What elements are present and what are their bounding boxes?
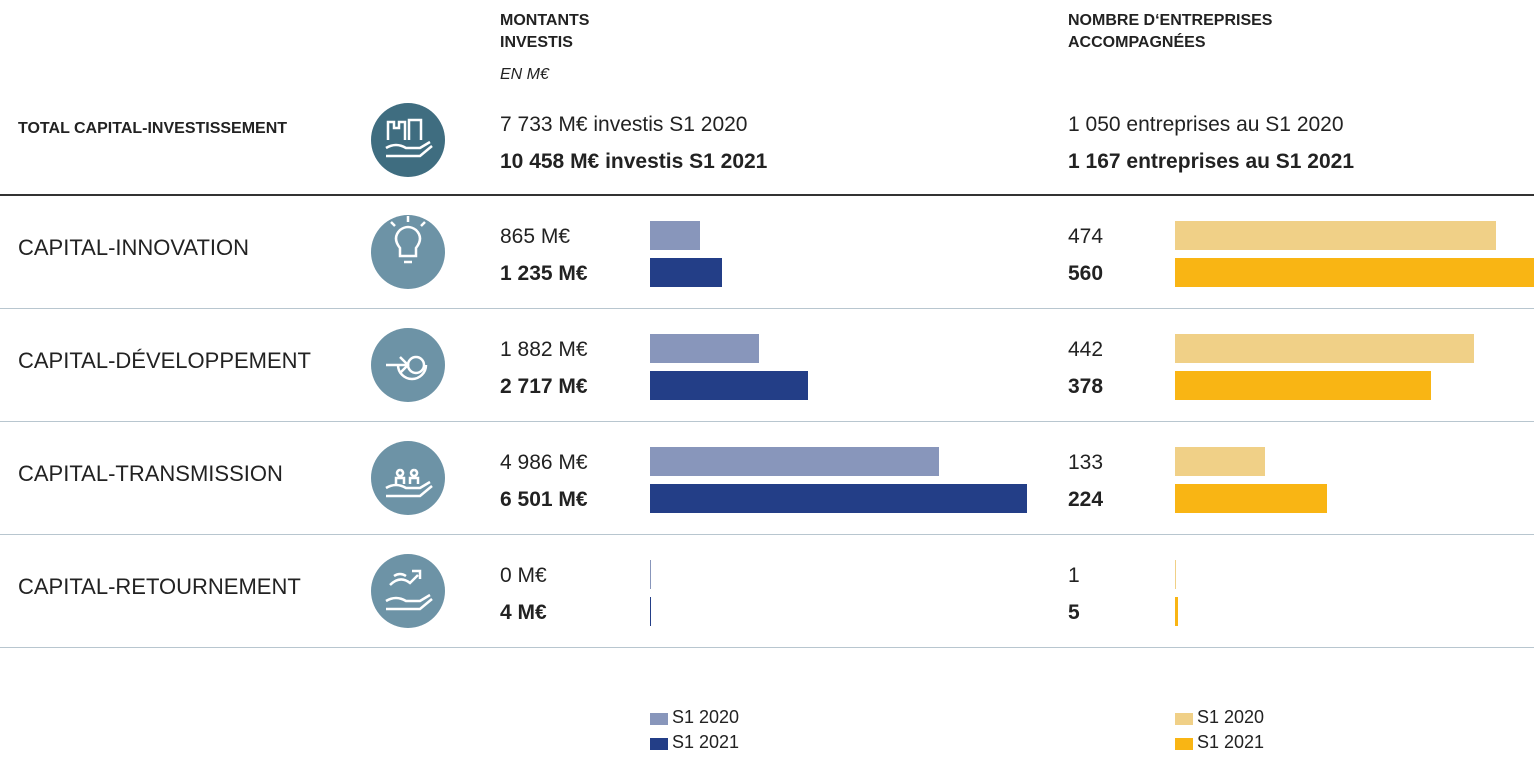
category-icon [371, 441, 445, 515]
bar [1175, 560, 1176, 589]
value-label: 442 [1068, 338, 1104, 361]
bar [1175, 221, 1497, 250]
bar [1175, 334, 1475, 363]
value-label: 1 [1068, 564, 1080, 587]
value-label: 378 [1068, 375, 1104, 398]
category-label: CAPITAL-DÉVELOPPEMENT [18, 348, 311, 373]
header-rule [0, 194, 1534, 196]
chart-title: NOMBRE D‘ENTREPRISES ACCOMPAGNÉES [1068, 12, 1273, 51]
total-label: 10 458 M€ investis S1 2021 [500, 150, 768, 173]
legend-swatch [1175, 713, 1193, 725]
bar [1175, 484, 1327, 513]
category-label: CAPITAL-RETOURNEMENT [18, 574, 301, 599]
bar [1175, 447, 1266, 476]
bar [650, 258, 722, 287]
bar [650, 334, 760, 363]
value-label: 6 501 M€ [500, 488, 588, 511]
bar [650, 371, 808, 400]
bar [650, 484, 1028, 513]
main-title: TOTAL CAPITAL-INVESTISSEMENT [18, 120, 288, 137]
total-label: 1 167 entreprises au S1 2021 [1068, 150, 1355, 173]
value-label: 560 [1068, 262, 1104, 285]
value-label: 4 M€ [500, 601, 547, 624]
value-label: 4 986 M€ [500, 451, 588, 474]
chart-subtitle: EN M€ [500, 66, 549, 83]
bar [1175, 258, 1534, 287]
row-rule [0, 308, 1534, 309]
row-rule [0, 421, 1534, 422]
bar [650, 447, 940, 476]
bar [650, 560, 651, 589]
total-label: 7 733 M€ investis S1 2020 [500, 113, 748, 136]
value-label: 1 882 M€ [500, 338, 588, 361]
legend-swatch [650, 713, 668, 725]
chart-title: MONTANTS INVESTIS [500, 12, 590, 51]
bar [1175, 371, 1432, 400]
value-label: 1 235 M€ [500, 262, 588, 285]
bar [650, 597, 651, 626]
category-icon [371, 328, 445, 402]
value-label: 133 [1068, 451, 1104, 474]
total-label: 1 050 entreprises au S1 2020 [1068, 113, 1344, 136]
total-icon [371, 103, 445, 177]
legend-label: S1 2021 [672, 732, 740, 752]
legend-swatch [650, 738, 668, 750]
legend-swatch [1175, 738, 1193, 750]
legend-label: S1 2021 [1197, 732, 1265, 752]
category-icon [371, 215, 445, 289]
value-label: 2 717 M€ [500, 375, 588, 398]
category-label: CAPITAL-INNOVATION [18, 235, 250, 260]
category-icon [371, 554, 445, 628]
row-rule [0, 534, 1534, 535]
bar [1175, 597, 1179, 626]
value-label: 865 M€ [500, 225, 571, 248]
value-label: 0 M€ [500, 564, 547, 587]
row-rule [0, 647, 1534, 648]
legend-label: S1 2020 [672, 707, 740, 727]
value-label: 5 [1068, 601, 1080, 624]
bar [650, 221, 701, 250]
value-label: 474 [1068, 225, 1104, 248]
legend-label: S1 2020 [1197, 707, 1265, 727]
value-label: 224 [1068, 488, 1104, 511]
category-label: CAPITAL-TRANSMISSION [18, 461, 283, 486]
